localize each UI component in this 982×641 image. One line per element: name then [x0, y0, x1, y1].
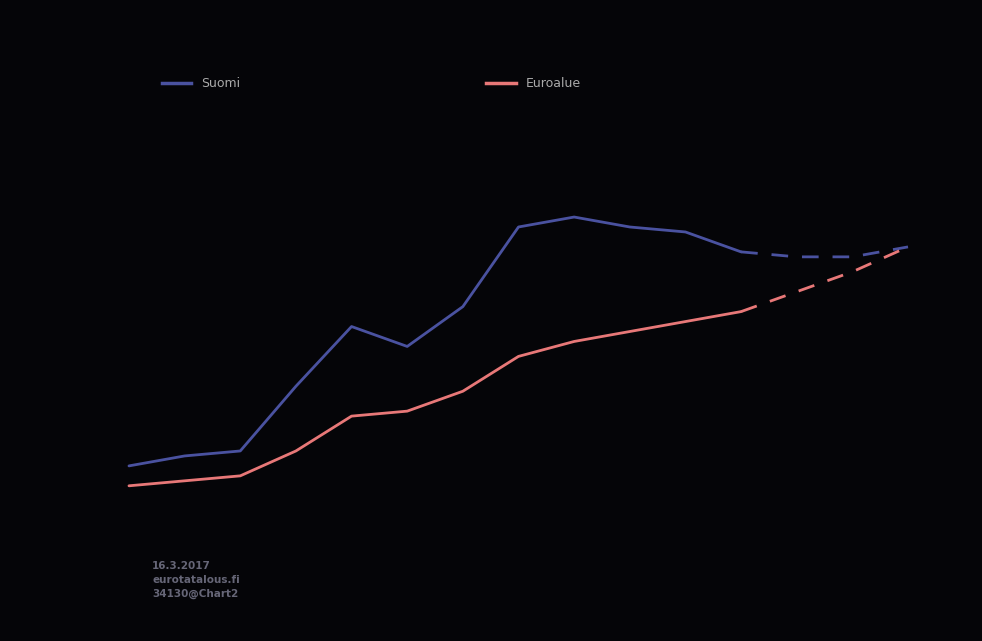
Text: Suomi: Suomi [201, 77, 241, 90]
Text: 16.3.2017
eurotatalous.fi
34130@Chart2: 16.3.2017 eurotatalous.fi 34130@Chart2 [152, 561, 240, 599]
Text: Euroalue: Euroalue [525, 77, 580, 90]
